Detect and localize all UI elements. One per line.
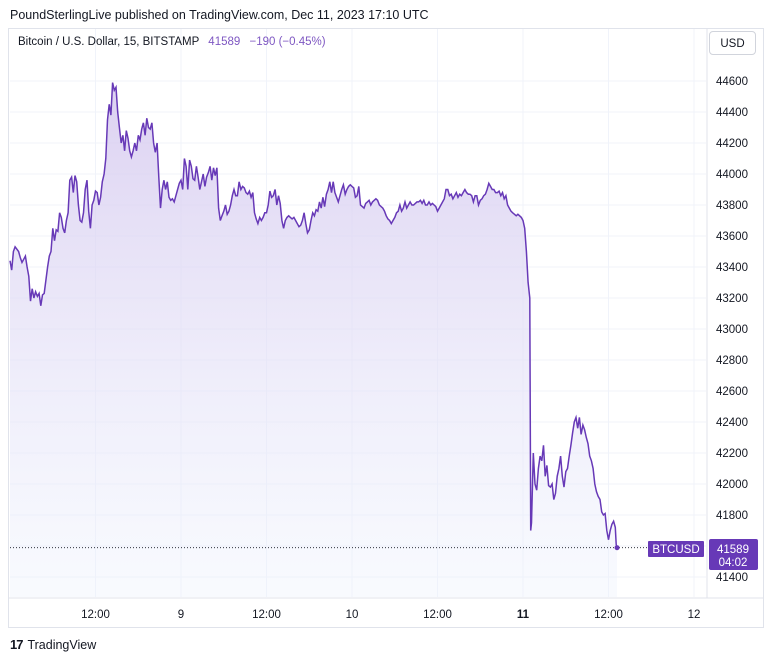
price-tag-countdown: 04:02 (719, 557, 748, 569)
price-tick-label: 42000 (716, 479, 748, 491)
tradingview-logo-icon: 17 (10, 637, 24, 652)
last-price-dot (614, 545, 620, 551)
time-tick-label: 12:00 (252, 609, 281, 621)
symbol-tag-bg (648, 541, 704, 557)
price-axis: 4140041600418004200042200424004260042800… (716, 76, 748, 584)
price-tick-label: 42200 (716, 448, 748, 460)
price-tick-label: 42400 (716, 417, 748, 429)
currency-button[interactable]: USD (709, 31, 756, 55)
tradingview-logo-text: TradingView (27, 637, 97, 652)
chart-legend: Bitcoin / U.S. Dollar, 15, BITSTAMP 4158… (18, 36, 326, 48)
publisher-header: PoundSterlingLive published on TradingVi… (10, 8, 429, 22)
legend-change: −190 (−0.45%) (249, 36, 326, 48)
price-tag: BTCUSD 41589 04:02 (648, 539, 758, 570)
price-tag-value: 41589 (717, 544, 749, 556)
time-axis: 12:00 9 12:00 10 12:00 11 12:00 12 (81, 609, 700, 621)
price-tick-label: 41400 (716, 572, 748, 584)
price-tick-label: 43400 (716, 262, 748, 274)
price-tick-label: 44400 (716, 107, 748, 119)
time-tick-label: 9 (178, 609, 184, 621)
time-tick-label: 10 (346, 609, 359, 621)
chart-frame (8, 28, 764, 628)
time-tick-label: 12:00 (594, 609, 623, 621)
time-tick-label: 11 (517, 609, 530, 621)
price-tick-label: 43000 (716, 324, 748, 336)
price-tick-label: 44200 (716, 138, 748, 150)
legend-last-price: 41589 (208, 36, 241, 48)
price-tick-label: 41800 (716, 510, 748, 522)
price-area (10, 82, 617, 598)
price-tick-label: 43600 (716, 231, 748, 243)
price-line (9, 82, 618, 548)
price-tick-label: 44000 (716, 169, 748, 181)
price-tick-label: 42800 (716, 355, 748, 367)
legend-symbol: Bitcoin / U.S. Dollar, 15, BITSTAMP (18, 36, 200, 48)
price-tick-label: 43800 (716, 200, 748, 212)
time-tick-label: 12:00 (423, 609, 452, 621)
price-tag-bg (709, 539, 758, 570)
time-tick-label: 12 (688, 609, 701, 621)
price-tick-label: 43200 (716, 293, 748, 305)
price-tick-label: 44600 (716, 76, 748, 88)
price-tick-label: 42600 (716, 386, 748, 398)
tradingview-footer[interactable]: 17 TradingView (10, 637, 96, 652)
symbol-tag: BTCUSD (652, 544, 699, 556)
time-tick-label: 12:00 (81, 609, 110, 621)
